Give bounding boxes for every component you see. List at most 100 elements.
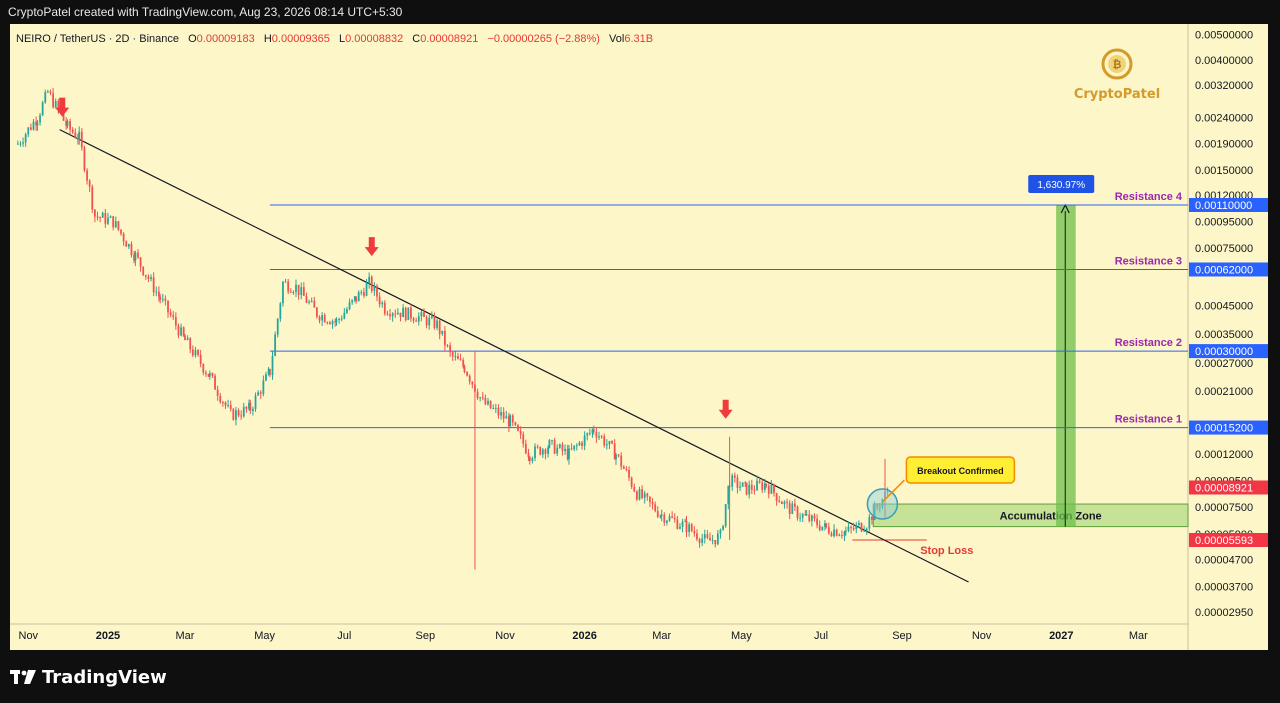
candle-body [443,330,446,346]
breakout-circle[interactable] [866,488,899,520]
breakout-callout-box[interactable] [905,456,1016,484]
time-tick-label: 2026 [572,630,596,642]
candle-body [36,122,39,126]
target-range-band[interactable] [1056,204,1076,527]
candle-body [617,454,620,456]
candle-body [139,257,142,267]
tradingview-logo-icon [10,670,36,684]
candle-body [484,397,487,405]
candle-body [112,216,115,228]
brand-watermark: ₿ CryptoPatel [1072,46,1162,102]
candle-body [793,503,796,507]
candle-body [660,514,663,516]
price-tick-label: 0.00240000 [1195,112,1253,124]
candle-body [598,436,600,438]
price-tick-label: 0.00003700 [1195,581,1253,593]
candle-body [761,482,764,490]
candle-body [438,320,441,335]
high-value: 0.00009365 [271,33,330,45]
candle-body [297,284,300,295]
candle-body [130,244,133,256]
candle-body [41,102,44,116]
symbol-legend: NEIRO / TetherUS · 2D · Binance O0.00009… [16,33,653,45]
candle-body [786,501,788,503]
candle-body [227,405,229,407]
candle-body [659,515,662,517]
candle-body [338,318,341,320]
candle-body [340,318,343,320]
candle-body [386,313,389,315]
candle-body [531,458,534,462]
candle-body [671,516,674,518]
candle-body [240,415,243,417]
price-chart[interactable]: 0.00500000 0.00400000 0.00320000 0.00240000… [10,24,1268,650]
price-tick-label: 0.00075000 [1195,243,1253,255]
candle-body [391,313,394,317]
candle-body [868,516,871,529]
candle-body [378,296,381,305]
candle-body [88,180,91,187]
candle-body [381,302,384,305]
accumulation-zone-label: Accumulation Zone [1000,510,1102,522]
tradingview-footer[interactable]: TradingView [10,664,167,690]
candle-body [578,442,581,446]
price-tick-label: 0.00021000 [1195,386,1253,398]
candle-body [844,530,847,532]
time-tick-label: Nov [972,630,992,642]
candle-body [881,499,884,507]
candle-body [308,301,310,303]
rejection-arrow-icon [718,399,733,419]
price-tick-label: 0.00002950 [1195,607,1253,619]
time-tick-label: Sep [892,630,912,642]
time-tick-label: Mar [176,630,195,642]
candle-body [625,468,628,470]
candle-body [611,441,613,444]
candle-body [27,127,30,135]
candle-body [343,312,346,319]
candle-body [376,285,378,297]
current-price-tag-text: 0.00008921 [1195,482,1253,494]
candle-body [646,493,649,497]
candle-body [719,529,722,534]
candle-body [541,449,544,455]
candle-body [524,443,527,454]
change-value: −0.00000265 (−2.88%) [487,33,600,45]
candle-body [331,321,334,325]
candle-body [492,408,495,410]
candle-body [564,448,566,452]
high-label: H [263,33,272,45]
candle-body [852,527,855,530]
candle-body [592,429,595,432]
candle-body [125,241,128,247]
resistance-label: Resistance 2 [1115,337,1182,349]
candle-body [857,522,860,525]
candle-body [821,526,824,531]
candle-body [638,489,641,500]
time-tick-label: Jul [814,630,828,642]
candle-body [300,287,303,295]
candle-body [86,170,88,181]
candle-body [177,325,180,336]
candle-body [214,375,216,390]
candle-body [155,291,158,293]
candle-body [539,447,542,455]
candle-body [813,515,816,519]
candle-body [310,300,313,302]
candle-body [827,527,830,534]
candle-body [133,255,135,261]
symbol-title[interactable]: NEIRO / TetherUS · 2D · Binance [16,33,180,45]
candle-body [351,299,354,303]
candle-body [370,276,373,291]
candle-body [818,525,821,531]
candle-body [292,291,295,293]
candle-body [724,504,727,526]
descending-trendline[interactable] [59,129,969,583]
candle-body [172,315,175,318]
candle-body [77,137,79,140]
candle-body [24,134,27,143]
candle-body [348,302,351,310]
candle-body [402,307,405,318]
candle-body [843,531,846,536]
candle-body [221,402,224,404]
candle-body [808,514,811,521]
